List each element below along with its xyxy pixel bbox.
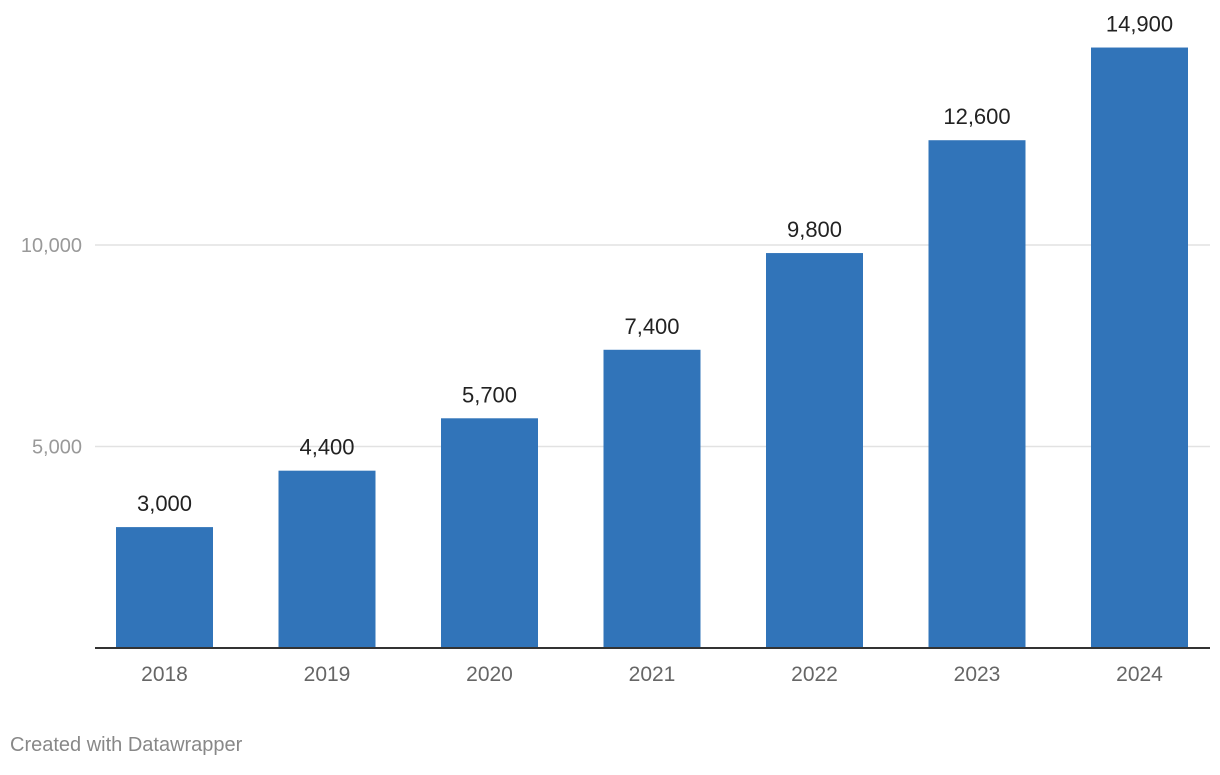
bar-2021 bbox=[603, 349, 701, 648]
credit-text: Created with Datawrapper bbox=[10, 734, 243, 756]
bars bbox=[116, 47, 1188, 648]
bar-value-label: 9,800 bbox=[787, 217, 842, 242]
bar-value-label: 4,400 bbox=[299, 435, 354, 460]
y-tick-label: 5,000 bbox=[32, 437, 82, 459]
x-tick-label: 2021 bbox=[629, 663, 676, 686]
bar-value-label: 12,600 bbox=[943, 104, 1010, 129]
bar-2019 bbox=[278, 470, 376, 648]
bar-value-labels: 3,000 4,400 5,700 7,400 9,800 12,600 14,900 bbox=[137, 12, 1173, 517]
y-axis-ticks: 5,000 10,000 bbox=[21, 235, 82, 459]
x-axis-ticks: 2018 2019 2020 2021 2022 2023 2024 bbox=[141, 663, 1163, 686]
y-tick-label: 10,000 bbox=[21, 235, 82, 257]
bar-value-label: 7,400 bbox=[624, 314, 679, 339]
x-tick-label: 2024 bbox=[1116, 663, 1163, 686]
bar-2018 bbox=[116, 527, 213, 648]
x-tick-label: 2020 bbox=[466, 663, 513, 686]
x-tick-label: 2018 bbox=[141, 663, 188, 686]
bar-value-label: 5,700 bbox=[462, 382, 517, 407]
bar-2020 bbox=[441, 418, 538, 648]
bar-2022 bbox=[766, 253, 863, 648]
x-tick-label: 2023 bbox=[954, 663, 1001, 686]
bar-value-label: 14,900 bbox=[1106, 12, 1173, 37]
bar-2024 bbox=[1091, 47, 1188, 648]
bar-2023 bbox=[928, 140, 1026, 648]
x-tick-label: 2022 bbox=[791, 663, 838, 686]
bar-value-label: 3,000 bbox=[137, 491, 192, 516]
x-tick-label: 2019 bbox=[304, 663, 351, 686]
